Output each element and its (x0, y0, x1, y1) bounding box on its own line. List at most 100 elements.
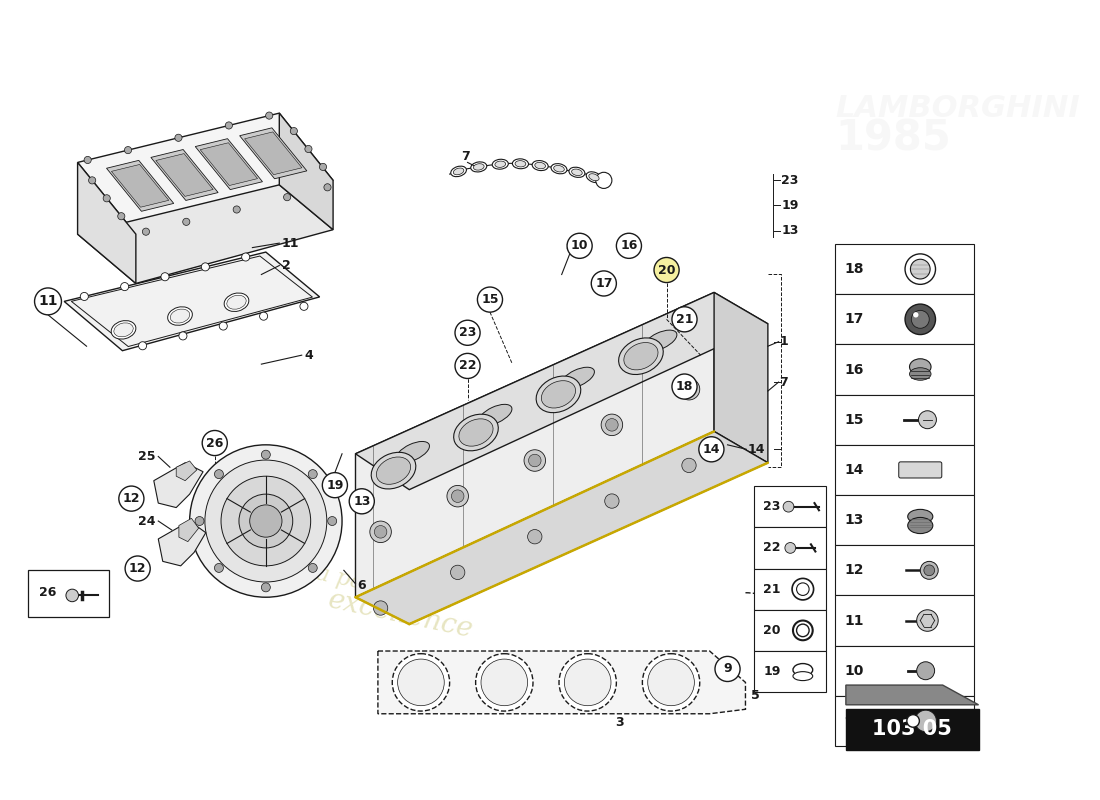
Text: 18: 18 (844, 262, 864, 276)
Text: 16: 16 (844, 362, 864, 377)
Polygon shape (179, 518, 199, 542)
Circle shape (672, 374, 697, 399)
Ellipse shape (535, 162, 546, 169)
Circle shape (328, 517, 337, 526)
Circle shape (911, 259, 931, 279)
Ellipse shape (495, 161, 506, 167)
Ellipse shape (459, 419, 493, 446)
Circle shape (475, 654, 534, 711)
Circle shape (451, 490, 464, 502)
Ellipse shape (224, 293, 249, 311)
Circle shape (139, 342, 146, 350)
Text: 18: 18 (675, 380, 693, 393)
Circle shape (605, 494, 619, 508)
Text: 103 05: 103 05 (872, 719, 953, 739)
Circle shape (80, 293, 88, 301)
Text: 16: 16 (620, 239, 638, 252)
Text: 1: 1 (780, 335, 789, 348)
Circle shape (592, 271, 616, 296)
Ellipse shape (478, 404, 512, 426)
Ellipse shape (513, 159, 528, 169)
Circle shape (214, 563, 223, 573)
FancyBboxPatch shape (755, 569, 826, 610)
Circle shape (189, 445, 342, 598)
Ellipse shape (572, 169, 582, 175)
Polygon shape (244, 132, 301, 174)
Text: 6: 6 (358, 579, 366, 592)
FancyBboxPatch shape (899, 462, 942, 478)
Polygon shape (378, 651, 746, 714)
Circle shape (323, 184, 331, 191)
Circle shape (913, 312, 918, 318)
Text: 4: 4 (305, 349, 314, 362)
Circle shape (214, 470, 223, 478)
Text: 19: 19 (781, 199, 799, 212)
Text: 3: 3 (616, 716, 625, 730)
Circle shape (265, 112, 273, 119)
Text: 23: 23 (781, 174, 799, 187)
Ellipse shape (451, 166, 466, 177)
Text: 14: 14 (844, 463, 864, 477)
Circle shape (528, 454, 541, 466)
Polygon shape (154, 462, 204, 507)
Circle shape (250, 505, 282, 537)
Circle shape (195, 517, 204, 526)
FancyBboxPatch shape (835, 646, 975, 696)
Ellipse shape (532, 161, 548, 170)
FancyBboxPatch shape (835, 345, 975, 394)
Text: 14: 14 (703, 443, 720, 456)
Circle shape (370, 521, 392, 542)
Ellipse shape (492, 159, 508, 169)
Ellipse shape (396, 442, 429, 462)
Circle shape (916, 610, 938, 631)
FancyBboxPatch shape (835, 595, 975, 646)
Circle shape (606, 418, 618, 431)
Text: 22: 22 (459, 359, 476, 373)
Circle shape (233, 206, 240, 213)
Text: excellence: excellence (326, 586, 475, 644)
Ellipse shape (376, 457, 410, 484)
Circle shape (89, 177, 96, 184)
Circle shape (564, 659, 611, 706)
Text: 17: 17 (844, 312, 864, 326)
Ellipse shape (644, 330, 676, 351)
FancyBboxPatch shape (755, 610, 826, 651)
Text: 10: 10 (844, 664, 864, 678)
Circle shape (201, 263, 209, 271)
Circle shape (119, 486, 144, 511)
Polygon shape (64, 252, 320, 350)
Circle shape (290, 127, 297, 134)
Circle shape (654, 258, 679, 282)
Text: 11: 11 (39, 294, 58, 308)
Circle shape (924, 565, 935, 576)
Ellipse shape (170, 309, 189, 323)
Circle shape (796, 624, 810, 637)
Text: 11: 11 (282, 237, 299, 250)
Polygon shape (279, 113, 333, 230)
Circle shape (121, 282, 129, 290)
Circle shape (568, 234, 592, 258)
Circle shape (66, 589, 78, 602)
Text: 19: 19 (763, 665, 781, 678)
Polygon shape (240, 128, 307, 178)
Circle shape (319, 163, 327, 170)
Circle shape (905, 254, 935, 284)
Text: 23: 23 (763, 500, 781, 513)
Ellipse shape (569, 167, 585, 178)
Text: 17: 17 (595, 277, 613, 290)
Text: 2: 2 (282, 259, 290, 272)
Circle shape (219, 322, 228, 330)
Circle shape (202, 430, 228, 455)
Ellipse shape (588, 174, 600, 181)
FancyBboxPatch shape (755, 651, 826, 692)
Circle shape (783, 502, 794, 512)
Circle shape (103, 194, 110, 202)
FancyBboxPatch shape (835, 495, 975, 546)
Polygon shape (151, 150, 218, 201)
Circle shape (455, 320, 480, 346)
Ellipse shape (553, 166, 564, 172)
Circle shape (596, 172, 612, 189)
Circle shape (921, 562, 938, 579)
Text: 21: 21 (675, 313, 693, 326)
Circle shape (305, 146, 312, 153)
